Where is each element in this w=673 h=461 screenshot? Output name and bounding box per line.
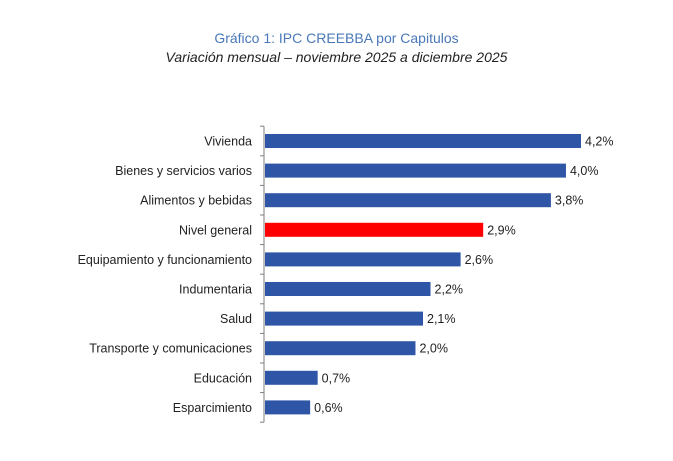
category-label: Equipamiento y funcionamiento: [78, 253, 252, 267]
category-label: Educación: [194, 371, 252, 385]
category-label: Esparcimiento: [173, 401, 252, 415]
category-label: Salud: [220, 312, 252, 326]
category-label: Nivel general: [179, 223, 252, 237]
bar-9: [265, 400, 311, 415]
bar-4: [265, 252, 461, 267]
bar-2: [265, 193, 551, 208]
bar-5: [265, 282, 431, 296]
value-label: 0,7%: [322, 371, 351, 385]
bar-0: [265, 134, 581, 148]
chart-subtitle: Variación mensual – noviembre 2025 a dic…: [165, 49, 508, 65]
value-label: 3,8%: [555, 194, 584, 208]
category-label: Alimentos y bebidas: [140, 194, 252, 208]
value-label: 2,0%: [419, 342, 448, 356]
chart-title: Gráfico 1: IPC CREEBBA por Capitulos: [214, 30, 459, 46]
bar-1: [265, 163, 566, 178]
value-label: 0,6%: [314, 401, 343, 415]
value-label: 4,0%: [570, 164, 599, 178]
bar-8: [265, 370, 318, 385]
bar-3: [265, 222, 484, 237]
value-label: 2,1%: [427, 312, 456, 326]
bar-7: [265, 341, 416, 356]
value-label: 4,2%: [585, 135, 614, 149]
category-label: Bienes y servicios varios: [115, 164, 252, 178]
category-label: Indumentaria: [179, 283, 252, 297]
value-label: 2,2%: [435, 283, 464, 297]
category-label: Vivienda: [204, 135, 252, 149]
value-label: 2,9%: [487, 223, 516, 237]
bar-6: [265, 311, 423, 326]
category-label: Transporte y comunicaciones: [89, 342, 252, 356]
value-label: 2,6%: [465, 253, 494, 267]
